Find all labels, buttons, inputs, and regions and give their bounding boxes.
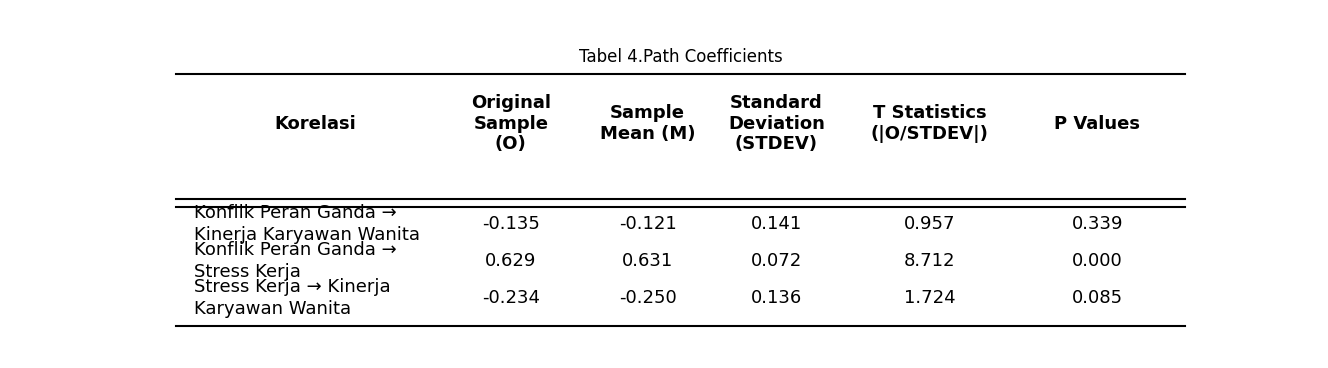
Text: 8.712: 8.712 [904, 252, 955, 270]
Text: 0.957: 0.957 [904, 215, 955, 233]
Text: Sample
Mean (M): Sample Mean (M) [600, 104, 696, 143]
Text: 0.339: 0.339 [1072, 215, 1123, 233]
Text: -0.234: -0.234 [482, 289, 539, 307]
Text: 1.724: 1.724 [904, 289, 955, 307]
Text: 0.629: 0.629 [485, 252, 537, 270]
Text: Konflik Peran Ganda →
Kinerja Karyawan Wanita: Konflik Peran Ganda → Kinerja Karyawan W… [194, 204, 420, 244]
Text: -0.135: -0.135 [482, 215, 539, 233]
Text: -0.121: -0.121 [619, 215, 676, 233]
Text: 0.141: 0.141 [750, 215, 802, 233]
Text: 0.631: 0.631 [622, 252, 673, 270]
Text: 0.000: 0.000 [1072, 252, 1122, 270]
Text: 0.136: 0.136 [750, 289, 802, 307]
Text: Original
Sample
(O): Original Sample (O) [471, 94, 551, 153]
Text: -0.250: -0.250 [619, 289, 676, 307]
Text: Korelasi: Korelasi [275, 114, 356, 132]
Text: Stress Kerja → Kinerja
Karyawan Wanita: Stress Kerja → Kinerja Karyawan Wanita [194, 278, 390, 318]
Text: T Statistics
(|O/STDEV|): T Statistics (|O/STDEV|) [871, 104, 988, 143]
Text: 0.072: 0.072 [750, 252, 802, 270]
Text: Konflik Peran Ganda →
Stress Kerja: Konflik Peran Ganda → Stress Kerja [194, 241, 397, 281]
Text: Tabel 4.Path Coefficients: Tabel 4.Path Coefficients [579, 48, 782, 66]
Text: Standard
Deviation
(STDEV): Standard Deviation (STDEV) [728, 94, 825, 153]
Text: P Values: P Values [1054, 114, 1141, 132]
Text: 0.085: 0.085 [1072, 289, 1123, 307]
